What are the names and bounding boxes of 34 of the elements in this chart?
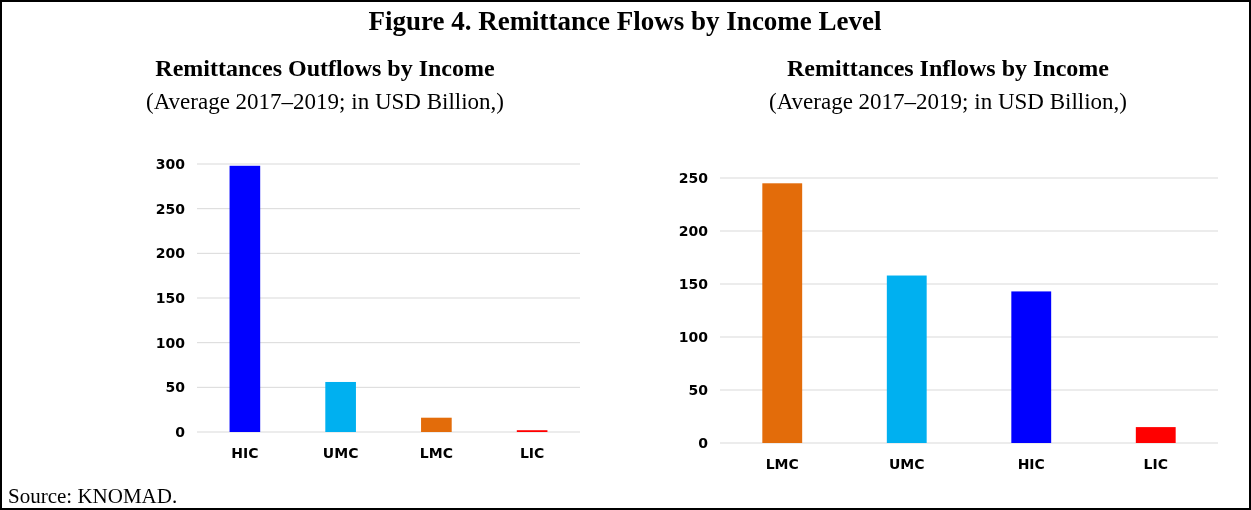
chart-title: Remittances Inflows by Income — [787, 55, 1110, 81]
bar — [1011, 291, 1052, 443]
caption: Figure 4. Remittance Flows by Income Level — [368, 6, 883, 36]
x-tick-label: HIC — [1017, 456, 1045, 472]
chart-subtitle: (Average 2017–2019; in USD Billion,) — [146, 89, 504, 114]
bar — [762, 183, 803, 443]
x-tick-label: LMC — [419, 445, 453, 461]
y-tick-label: 0 — [175, 423, 186, 440]
y-tick-label: 0 — [698, 434, 709, 451]
chart-title: Remittances Outflows by Income — [155, 55, 495, 81]
x-tick-label: HIC — [231, 445, 259, 461]
y-tick-label: 100 — [678, 328, 709, 345]
y-tick-label: 250 — [155, 200, 186, 217]
x-tick-label: LMC — [765, 456, 799, 472]
bar — [886, 275, 927, 443]
chart-subtitle: (Average 2017–2019; in USD Billion,) — [769, 89, 1127, 114]
bar — [325, 381, 356, 432]
bar — [421, 417, 452, 432]
source-note: Source: KNOMAD. — [8, 484, 178, 508]
bar — [229, 165, 261, 432]
x-tick-label: LIC — [519, 445, 545, 461]
y-tick-label: 150 — [155, 289, 186, 306]
y-tick-label: 200 — [155, 245, 186, 262]
x-tick-label: LIC — [1143, 456, 1168, 472]
x-tick-label: UMC — [322, 445, 359, 461]
y-tick-label: 250 — [678, 169, 709, 186]
x-tick-label: UMC — [888, 456, 925, 472]
y-tick-label: 300 — [155, 155, 186, 172]
y-tick-label: 150 — [678, 275, 709, 292]
y-tick-label: 200 — [678, 222, 709, 239]
y-tick-label: 50 — [165, 379, 186, 396]
y-tick-label: 50 — [688, 381, 709, 398]
bar — [1135, 427, 1176, 443]
y-tick-label: 100 — [155, 334, 186, 351]
